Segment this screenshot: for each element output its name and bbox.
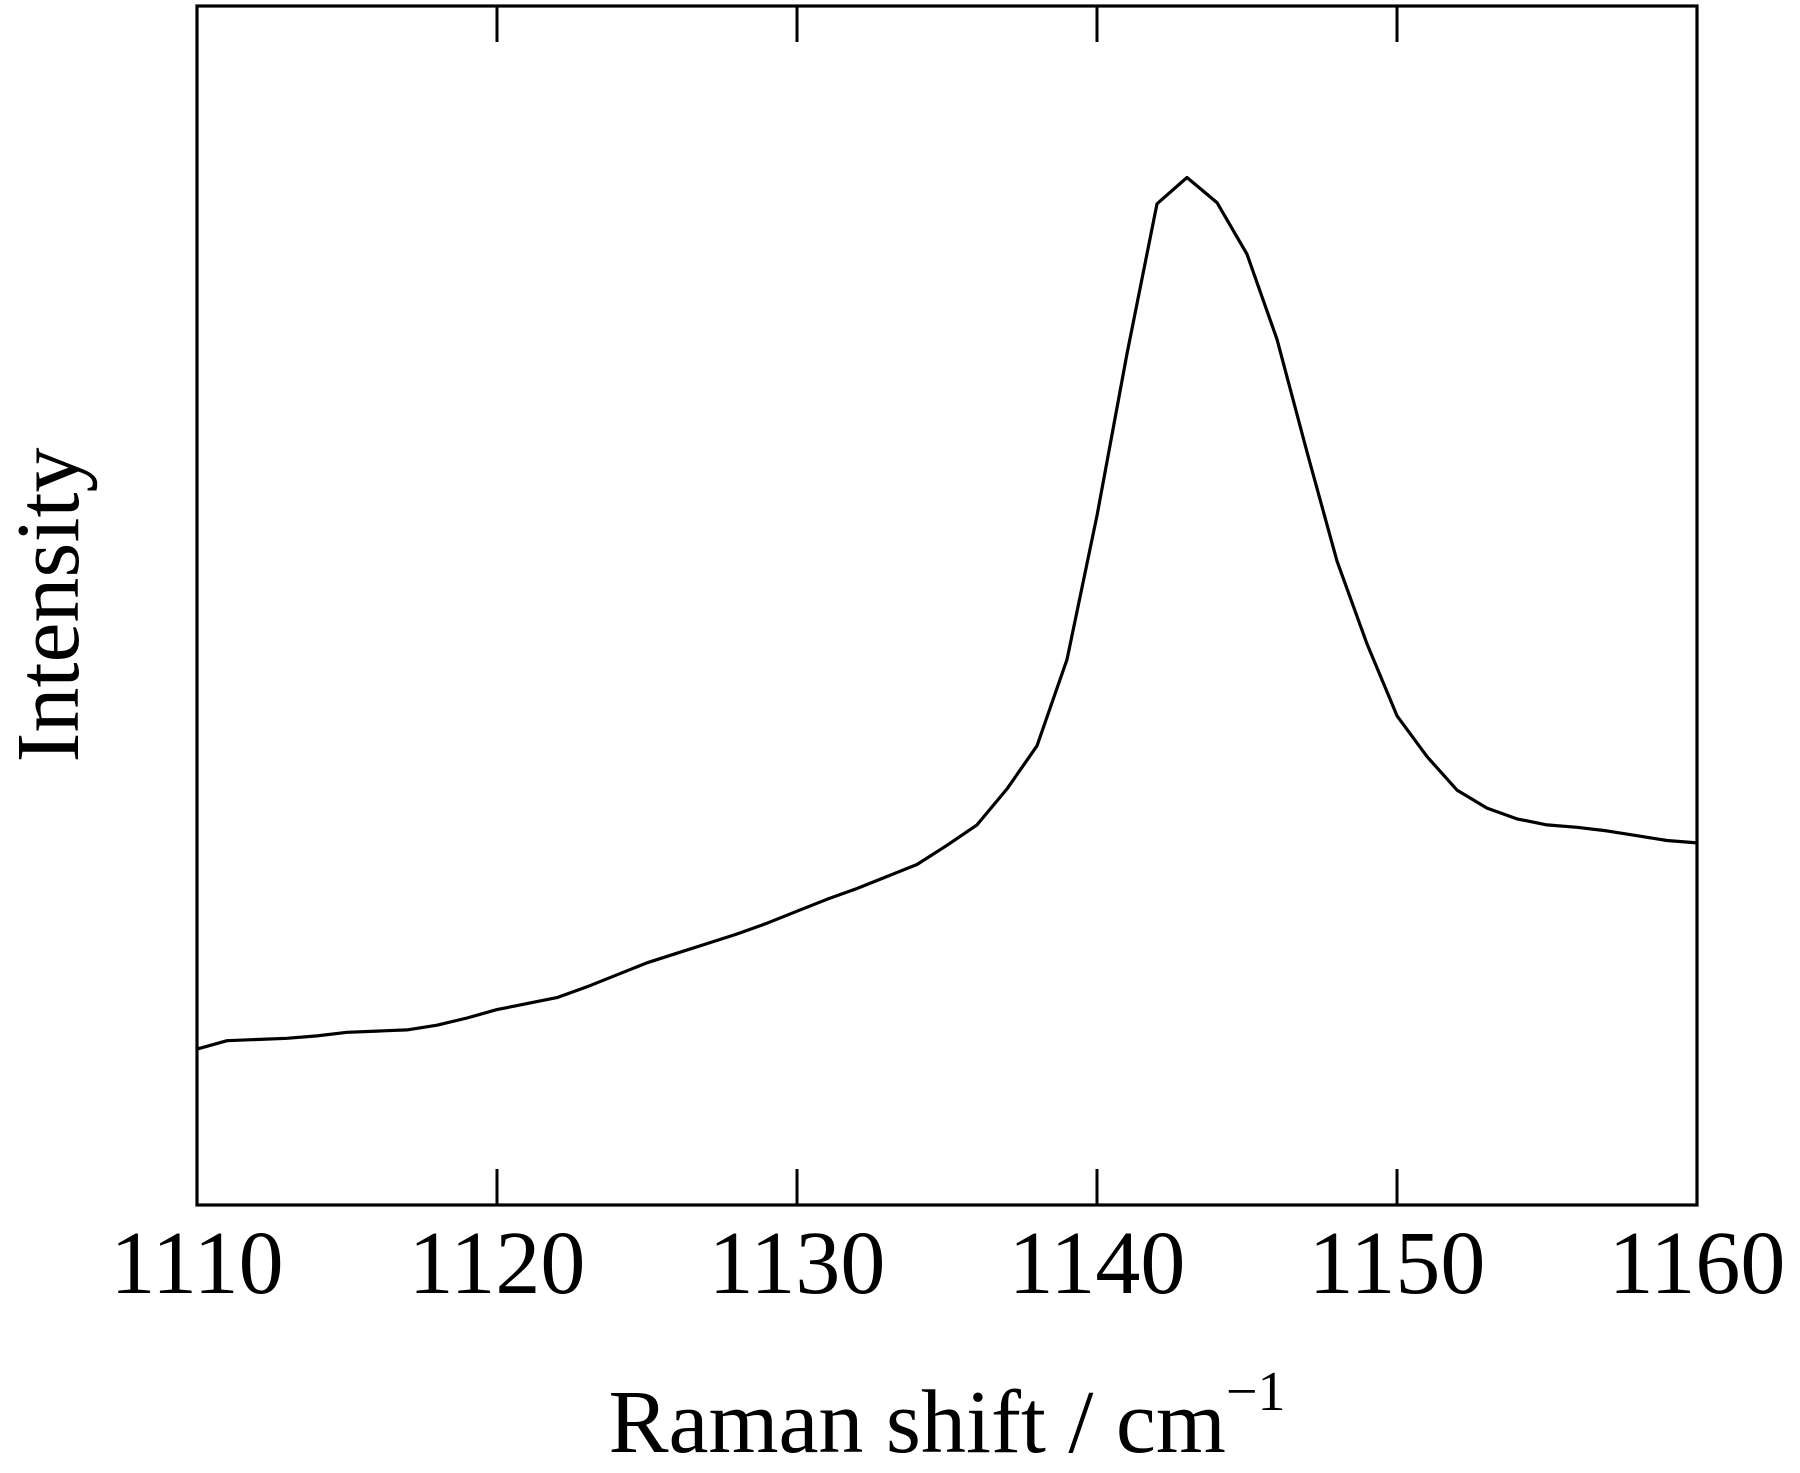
x-tick-label: 1150	[1309, 1214, 1486, 1313]
x-axis-label-exponent: −1	[1226, 1361, 1286, 1423]
x-tick-label: 1120	[409, 1214, 586, 1313]
x-tick-label: 1110	[110, 1214, 283, 1313]
x-tick-label: 1160	[1609, 1214, 1786, 1313]
x-axis-label-text: Raman shift / cm	[609, 1373, 1226, 1472]
spectrum-line	[196, 175, 1698, 1051]
x-tick-label: 1140	[1009, 1214, 1186, 1313]
y-axis-label: Intensity	[0, 448, 98, 763]
plot-frame	[195, 4, 1699, 1207]
x-tick-label: 1130	[709, 1214, 886, 1313]
x-tick-labels: 1110 1120 1130 1140 1150 1160	[110, 1214, 1785, 1313]
tick-marks	[495, 6, 1399, 1205]
x-axis-label: Raman shift / cm−1	[609, 1361, 1286, 1472]
